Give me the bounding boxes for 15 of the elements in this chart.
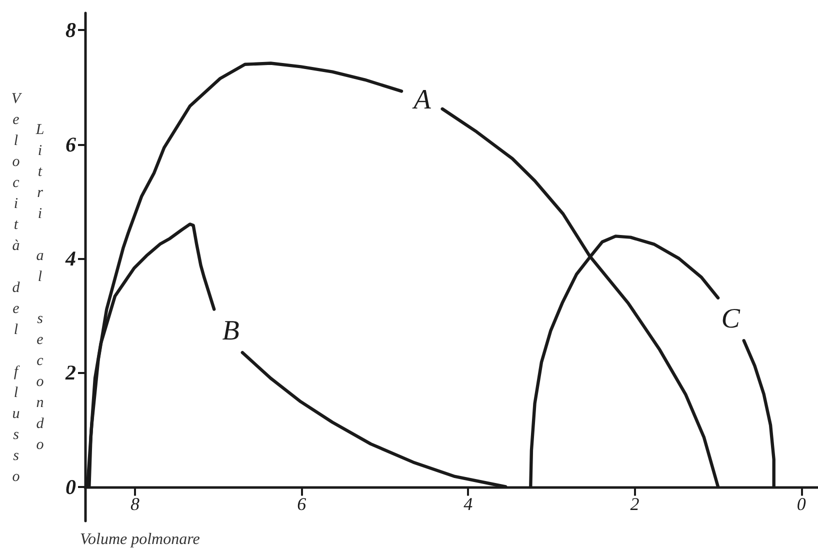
x-tick-label: 6 — [297, 494, 306, 514]
y-tick-label: 4 — [64, 246, 76, 270]
series-label: B — [222, 315, 240, 346]
series-label: A — [412, 84, 432, 116]
x-tick-label: 4 — [464, 494, 473, 514]
x-tick-label: 0 — [796, 494, 806, 514]
y-tick-label: 0 — [66, 474, 76, 499]
y-tick-label: 6 — [66, 132, 76, 156]
y-axis-title: Velocità del flusso Litri al secondo — [7, 90, 49, 492]
x-tick-label: 8 — [130, 494, 140, 514]
x-axis-title: Volume polmonare — [80, 531, 200, 549]
series-label: C — [721, 304, 740, 335]
x-tick-label: 2 — [630, 494, 640, 514]
y-tick-label: 8 — [66, 18, 76, 42]
y-tick-label: 2 — [64, 360, 76, 385]
